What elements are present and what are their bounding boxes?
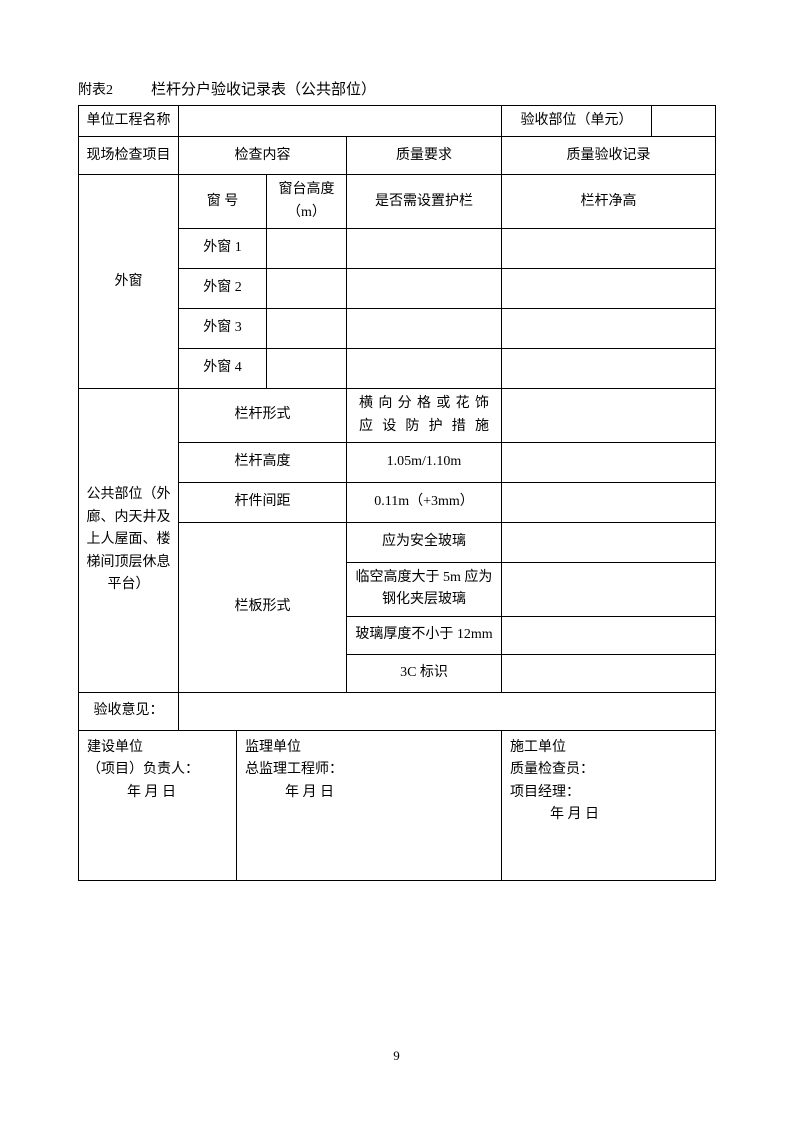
rail-height-req: 1.05m/1.10m: [347, 442, 502, 482]
window-3-net: [502, 309, 716, 349]
panel-req-2: 玻璃厚度不小于 12mm: [347, 616, 502, 654]
section1-title: 外窗: [79, 175, 179, 389]
panel-record-2: [502, 616, 716, 654]
window-1-label: 外窗 1: [179, 229, 267, 269]
sign-col3: 施工单位 质量检查员： 项目经理： 年 月 日: [502, 730, 716, 880]
panel-req-0: 应为安全玻璃: [347, 522, 502, 562]
rail-form-record: [502, 389, 716, 443]
panel-record-0: [502, 522, 716, 562]
unit-project-value: [179, 106, 502, 137]
window-1-net: [502, 229, 716, 269]
rod-spacing-req: 0.11m（+3mm）: [347, 482, 502, 522]
panel-record-1: [502, 562, 716, 616]
window-1-sill: [267, 229, 347, 269]
window-4-need: [347, 349, 502, 389]
need-rail-header: 是否需设置护栏: [347, 175, 502, 229]
record-header: 质量验收记录: [502, 137, 716, 175]
panel-req-3: 3C 标识: [347, 654, 502, 692]
net-height-header: 栏杆净高: [502, 175, 716, 229]
accept-part-value: [652, 106, 716, 137]
panel-form-label: 栏板形式: [179, 522, 347, 692]
sign-col1-unit: 建设单位: [87, 737, 228, 759]
window-no-header: 窗 号: [179, 175, 267, 229]
content-header: 检查内容: [179, 137, 347, 175]
sign-col2-role: 总监理工程师：: [245, 759, 493, 781]
opinion-value: [179, 692, 716, 730]
quality-req-header: 质量要求: [347, 137, 502, 175]
rail-form-label: 栏杆形式: [179, 389, 347, 443]
sign-col2-unit: 监理单位: [245, 737, 493, 759]
page-number: 9: [0, 1048, 793, 1064]
appendix-label: 附表2: [78, 79, 113, 99]
window-3-sill: [267, 309, 347, 349]
rail-height-record: [502, 442, 716, 482]
sign-col1: 建设单位 （项目）负责人： 年 月 日: [79, 730, 237, 880]
sign-col1-role: （项目）负责人：: [87, 759, 228, 781]
window-1-need: [347, 229, 502, 269]
window-2-sill: [267, 269, 347, 309]
sill-height-header: 窗台高度（m）: [267, 175, 347, 229]
unit-project-label: 单位工程名称: [79, 106, 179, 137]
sign-col3-date: 年 月 日: [510, 804, 707, 826]
sign-col3-unit: 施工单位: [510, 737, 707, 759]
window-2-need: [347, 269, 502, 309]
window-3-need: [347, 309, 502, 349]
panel-req-1: 临空高度大于 5m 应为钢化夹层玻璃: [347, 562, 502, 616]
window-4-net: [502, 349, 716, 389]
inspection-table: 单位工程名称 验收部位（单元） 现场检查项目 检查内容 质量要求 质量验收记录 …: [78, 105, 716, 881]
window-4-label: 外窗 4: [179, 349, 267, 389]
panel-record-3: [502, 654, 716, 692]
inspect-item-header: 现场检查项目: [79, 137, 179, 175]
sign-col1-date: 年 月 日: [87, 782, 228, 804]
sign-col2: 监理单位 总监理工程师： 年 月 日: [237, 730, 502, 880]
window-4-sill: [267, 349, 347, 389]
rail-form-req: 横 向 分 格 或 花 饰应 设 防 护 措 施: [347, 389, 502, 443]
accept-part-label: 验收部位（单元）: [502, 106, 652, 137]
sign-col3-role1: 质量检查员：: [510, 759, 707, 781]
header: 附表2 栏杆分户验收记录表（公共部位）: [78, 78, 715, 99]
rod-spacing-label: 杆件间距: [179, 482, 347, 522]
window-2-net: [502, 269, 716, 309]
sign-col3-role2: 项目经理：: [510, 782, 707, 804]
sign-col2-date: 年 月 日: [245, 782, 493, 804]
document-title: 栏杆分户验收记录表（公共部位）: [151, 78, 376, 99]
rod-spacing-record: [502, 482, 716, 522]
opinion-label: 验收意见：: [79, 692, 179, 730]
rail-height-label: 栏杆高度: [179, 442, 347, 482]
window-2-label: 外窗 2: [179, 269, 267, 309]
window-3-label: 外窗 3: [179, 309, 267, 349]
section2-title: 公共部位（外廊、内天井及上人屋面、楼梯间顶层休息平台）: [79, 389, 179, 693]
